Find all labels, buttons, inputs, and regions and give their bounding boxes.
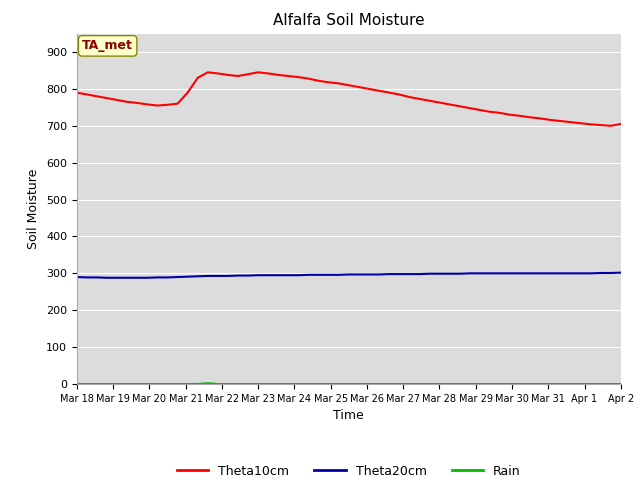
Y-axis label: Soil Moisture: Soil Moisture [28, 168, 40, 249]
Title: Alfalfa Soil Moisture: Alfalfa Soil Moisture [273, 13, 424, 28]
X-axis label: Time: Time [333, 409, 364, 422]
Legend: Theta10cm, Theta20cm, Rain: Theta10cm, Theta20cm, Rain [172, 460, 525, 480]
Text: TA_met: TA_met [82, 39, 133, 52]
